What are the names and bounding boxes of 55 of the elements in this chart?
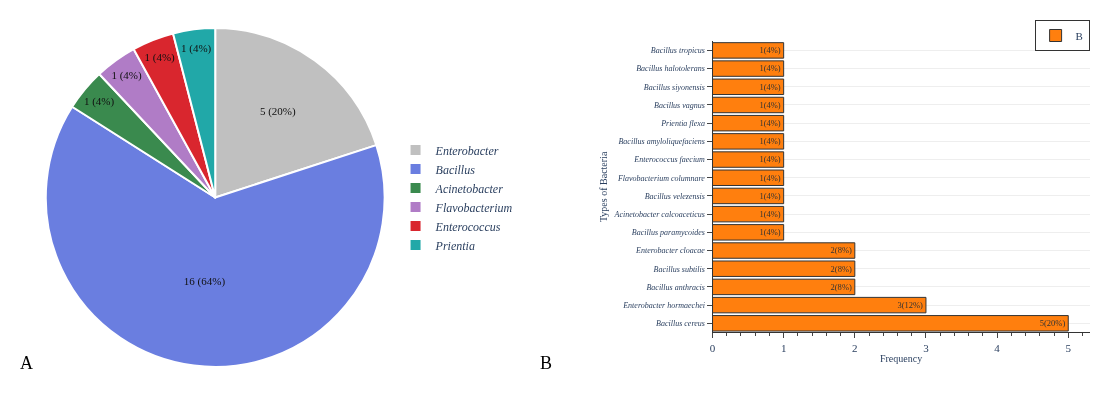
data-label: 1(4%) (759, 227, 781, 238)
data-label: 3(12%) (897, 299, 924, 310)
legend-label: Prientia (434, 238, 475, 253)
data-label: 1(4%) (759, 99, 781, 110)
y-tick-label: Bacillus paramycoides (631, 228, 705, 238)
text: A (20, 353, 33, 373)
legend-label: Flavobacterium (434, 200, 513, 215)
x-tick-label: 1 (780, 341, 787, 354)
data-label: 5(20%) (1039, 318, 1066, 329)
data-label: 5 (20%) (259, 104, 296, 118)
data-label: 1(4%) (759, 136, 781, 147)
y-tick-label: Bacillus tropicus (650, 46, 705, 56)
y-tick-label: Enterobacter cloacae (635, 246, 706, 256)
legend-label: B (1075, 29, 1083, 42)
data-label: 1 (4%) (83, 95, 115, 109)
data-label: 16 (64%) (183, 275, 226, 289)
legend-label: Acinetobacter (434, 181, 504, 196)
data-label: 1(4%) (759, 154, 781, 165)
x-tick-label: 2 (852, 341, 858, 354)
y-tick-label: Bacillus vagnus (654, 100, 705, 110)
y-tick-label: Bacillus subtilis (653, 264, 705, 274)
y-tick-label: Bacillus amyloliquefaciens (618, 137, 705, 147)
data-label: 1(4%) (759, 63, 781, 74)
x-tick-label: 0 (709, 341, 716, 354)
data-label: 2(8%) (830, 263, 852, 274)
y-tick-label: Bacillus cereus (656, 319, 705, 329)
data-label: 1 (4%) (181, 41, 212, 55)
text: B (540, 353, 553, 373)
y-tick-label: Enterobacter hormaechei (622, 300, 705, 310)
data-label: 1(4%) (759, 45, 781, 56)
y-tick-label: Flavobacterium columnare (616, 173, 706, 183)
y-tick-label: Acinetobacter calcoaceticus (613, 209, 705, 219)
legend-label: Enterobacter (434, 143, 499, 158)
y-tick-label: Bacillus siyonensis (643, 82, 705, 92)
data-label: 2(8%) (830, 281, 852, 292)
x-tick-label: 4 (994, 341, 1001, 354)
legend-label: Bacillus (435, 162, 476, 177)
y-tick-label: Prientia flexa (660, 118, 705, 128)
data-label: 1(4%) (759, 118, 781, 129)
x-tick-label: 3 (923, 341, 930, 354)
data-label: 1 (4%) (144, 51, 176, 65)
y-tick-label: Bacillus velezensis (644, 191, 705, 201)
legend-label: Enterococcus (434, 219, 501, 234)
x-tick-label: 5 (1065, 341, 1072, 354)
data-label: 1(4%) (759, 172, 781, 183)
data-label: 2(8%) (830, 245, 852, 256)
x-axis-title: Frequency (879, 353, 923, 365)
y-tick-label: Enterococcus faecium (633, 155, 706, 165)
data-label: 1(4%) (759, 208, 781, 219)
y-tick-label: Bacillus anthracis (646, 282, 705, 292)
data-label: 1(4%) (759, 81, 781, 92)
y-axis-title: Types of Bacteria (597, 151, 609, 223)
data-label: 1 (4%) (111, 69, 142, 83)
data-label: 1(4%) (759, 190, 781, 201)
y-tick-label: Bacillus halotolerans (636, 64, 705, 74)
